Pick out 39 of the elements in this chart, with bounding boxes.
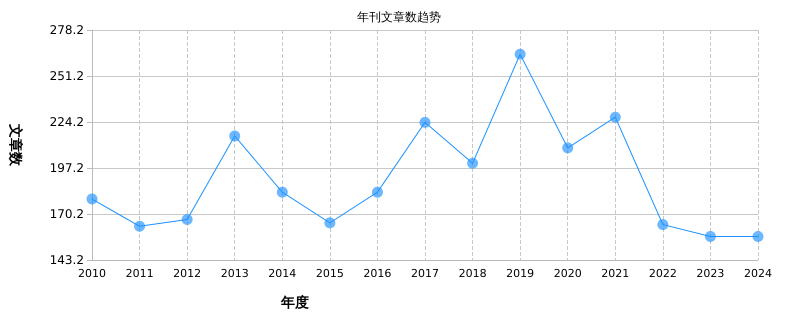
point	[229, 130, 240, 142]
x-tick-label: 2013	[220, 267, 249, 280]
x-tick-label: 2018	[458, 267, 487, 280]
x-tick-label: 2017	[411, 267, 439, 280]
x-tick-label: 2012	[173, 267, 202, 280]
x-tick-label: 2024	[744, 267, 772, 280]
point	[372, 186, 383, 198]
x-tick-label: 2010	[78, 267, 106, 280]
x-tick-label: 2023	[696, 267, 724, 280]
y-axis-title: 文章数	[7, 123, 24, 167]
y-tick-label: 251.2	[50, 69, 84, 83]
point	[610, 112, 621, 123]
x-tick-label: 2020	[554, 267, 582, 280]
point	[324, 217, 336, 228]
y-tick-label: 278.2	[50, 23, 84, 37]
x-axis-title: 年度	[280, 294, 309, 311]
y-tick-label: 224.2	[50, 115, 84, 129]
x-tick-label: 2011	[126, 267, 154, 280]
x-tick-label: 2021	[601, 267, 630, 280]
x-tick-label: 2022	[648, 267, 677, 280]
y-tick-label: 143.2	[50, 253, 84, 267]
point	[514, 48, 526, 60]
x-tick-label: 2019	[506, 267, 534, 280]
point	[134, 220, 146, 232]
x-tick-label: 2016	[363, 267, 392, 280]
point	[182, 214, 193, 225]
point	[467, 158, 478, 169]
point	[276, 186, 288, 198]
x-tick-label: 2014	[268, 267, 296, 280]
point	[86, 194, 98, 205]
point	[704, 230, 716, 242]
y-tick-label: 197.2	[50, 161, 84, 175]
point	[420, 116, 430, 128]
x-tick-label: 2015	[316, 267, 344, 280]
point	[657, 219, 668, 230]
point	[562, 142, 574, 154]
chart-title: 年刊文章数趋势	[357, 10, 441, 24]
y-tick-label: 170.2	[50, 207, 84, 221]
point	[752, 230, 764, 242]
